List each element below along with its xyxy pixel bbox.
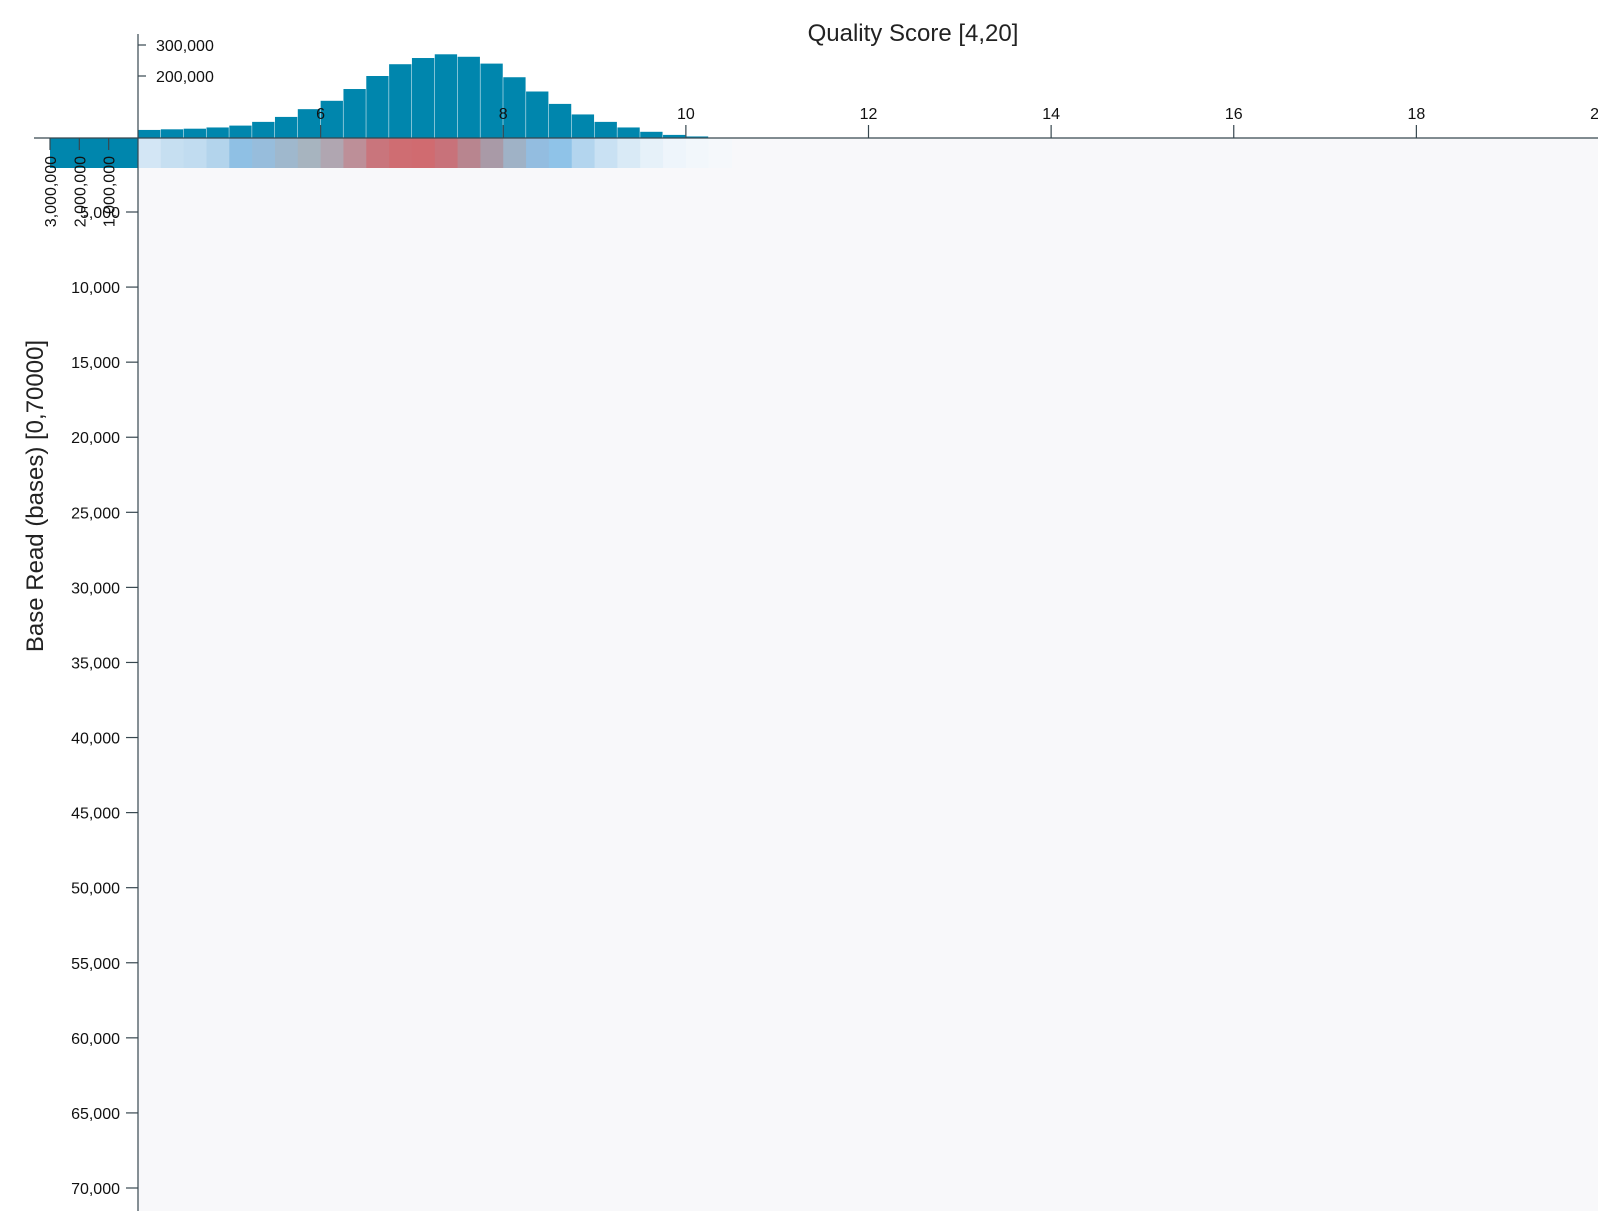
heatmap-cell xyxy=(685,138,710,168)
heatmap-cell xyxy=(389,138,413,168)
x-axis-title: Quality Score [4,20] xyxy=(808,20,1019,47)
top-histogram-bar xyxy=(297,109,321,138)
top-histogram-bar xyxy=(138,129,161,138)
y-tick-label: 20,000 xyxy=(71,430,120,447)
top-histogram-bar xyxy=(274,116,298,138)
y-tick-label: 55,000 xyxy=(71,956,120,973)
top-histogram-bar xyxy=(389,64,412,138)
heatmap-cell xyxy=(434,138,459,168)
top-histogram-axis: 200,000 300,000 xyxy=(138,38,214,86)
heatmap-cell xyxy=(297,138,322,168)
top-histogram-bar xyxy=(526,91,549,138)
heatmap-cell xyxy=(366,138,390,168)
x-tick-label: 6 xyxy=(316,106,325,123)
heatmap-cell xyxy=(138,138,162,168)
heatmap-cell xyxy=(480,138,504,168)
top-histogram-bar xyxy=(480,63,503,138)
side-histogram-bar xyxy=(50,138,138,168)
heatmap-row xyxy=(138,138,733,168)
heatmap-cell xyxy=(571,138,596,168)
x-axis: 6 8 10 12 14 16 18 20 xyxy=(34,106,1598,139)
heatmap-cell xyxy=(457,138,481,168)
top-histogram xyxy=(138,54,709,138)
top-histogram-tick-label: 300,000 xyxy=(156,38,214,55)
heatmap-cell xyxy=(183,138,207,168)
top-histogram-bar xyxy=(640,131,663,138)
heatmap-cell xyxy=(206,138,230,168)
y-axis: 5,000 10,000 15,000 20,000 25,000 30,000 35,00… xyxy=(71,34,139,1211)
y-tick-label: 50,000 xyxy=(71,881,120,898)
top-histogram-bar xyxy=(617,127,640,138)
top-histogram-bar xyxy=(183,128,206,138)
top-histogram-bar xyxy=(160,129,184,138)
top-histogram-bar xyxy=(320,100,343,138)
y-tick-label: 5,000 xyxy=(80,205,120,222)
top-histogram-bar xyxy=(685,136,709,138)
top-histogram-bar xyxy=(343,89,366,138)
side-histogram-tick-label: 1,000,000 xyxy=(102,156,119,227)
y-tick-label: 10,000 xyxy=(71,280,120,297)
plot-area-background xyxy=(138,138,1598,1211)
top-histogram-bar xyxy=(594,121,617,138)
heatmap-cell xyxy=(252,138,276,168)
top-histogram-bar xyxy=(663,134,686,138)
heatmap-cell xyxy=(526,138,550,168)
x-tick-label: 12 xyxy=(860,106,878,123)
y-tick-label: 45,000 xyxy=(71,806,120,823)
side-histogram-tick-label: 2,000,000 xyxy=(72,156,89,227)
x-tick-label: 18 xyxy=(1407,106,1425,123)
heatmap-cell xyxy=(640,138,664,168)
y-tick-label: 40,000 xyxy=(71,731,120,748)
y-tick-label: 15,000 xyxy=(71,355,120,372)
heatmap-cell xyxy=(160,138,185,168)
top-histogram-bar xyxy=(503,77,526,138)
y-tick-label: 65,000 xyxy=(71,1106,120,1123)
x-tick-label: 16 xyxy=(1225,106,1243,123)
y-tick-label: 60,000 xyxy=(71,1031,120,1048)
heatmap-cell xyxy=(708,138,733,168)
heatmap-cell xyxy=(503,138,527,168)
heatmap-cell xyxy=(229,138,253,168)
x-tick-label: 10 xyxy=(677,106,695,123)
x-tick-label: 20 xyxy=(1590,106,1598,123)
top-histogram-bar xyxy=(457,56,480,138)
top-histogram-tick-label: 200,000 xyxy=(156,69,214,86)
side-histogram-tick-label: 3,000,000 xyxy=(43,156,60,227)
y-tick-label: 35,000 xyxy=(71,655,120,672)
y-tick-label: 70,000 xyxy=(71,1181,120,1198)
side-histogram xyxy=(50,138,138,168)
top-histogram-bar xyxy=(548,103,572,138)
heatmap-cell xyxy=(548,138,573,168)
y-tick-label: 25,000 xyxy=(71,505,120,522)
heatmap-cell xyxy=(320,138,344,168)
x-tick-label: 8 xyxy=(499,106,508,123)
top-histogram-bar xyxy=(411,58,435,138)
y-tick-label: 30,000 xyxy=(71,580,120,597)
y-axis-title: Base Read (bases) [0,70000] xyxy=(22,340,49,652)
top-histogram-bar xyxy=(206,127,229,138)
top-histogram-bar xyxy=(571,114,595,138)
x-tick-label: 14 xyxy=(1042,106,1060,123)
heatmap-cell xyxy=(617,138,641,168)
heatmap-cell xyxy=(411,138,436,168)
heatmap-cell xyxy=(594,138,618,168)
top-histogram-bar xyxy=(366,76,389,138)
side-histogram-axis: 1,000,000 2,000,000 3,000,000 xyxy=(43,138,119,227)
top-histogram-bar xyxy=(434,54,458,138)
heatmap-cell xyxy=(274,138,299,168)
top-histogram-bar xyxy=(252,121,275,138)
heatmap-cell xyxy=(343,138,367,168)
top-histogram-bar xyxy=(229,125,252,138)
heatmap-cell xyxy=(663,138,687,168)
